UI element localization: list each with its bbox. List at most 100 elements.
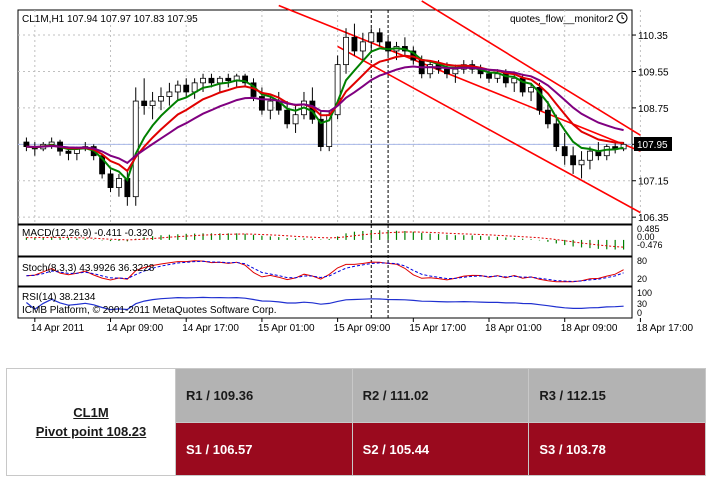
copyright: ICMB Platform, © 2001-2011 MetaQuotes So… bbox=[22, 305, 277, 316]
candle-body bbox=[158, 96, 164, 102]
y-tick-label: 107.15 bbox=[638, 177, 669, 188]
panes bbox=[17, 9, 633, 319]
pane-frame bbox=[17, 9, 633, 225]
pane-frame bbox=[17, 256, 633, 287]
candle-body bbox=[511, 77, 518, 84]
candle-body bbox=[216, 77, 223, 84]
candle-body bbox=[528, 87, 534, 93]
x-tick-label: 14 Apr 09:00 bbox=[107, 323, 164, 334]
rsi-line-path bbox=[26, 296, 624, 311]
session-separators bbox=[370, 10, 389, 318]
macd-tick: 0.00 bbox=[637, 232, 655, 242]
candle-body bbox=[116, 178, 122, 188]
ma-fast-line bbox=[26, 47, 624, 182]
candle-body bbox=[578, 159, 585, 166]
candle-body bbox=[359, 41, 366, 52]
macd-histogram bbox=[25, 230, 625, 250]
watermark: quotes_flow__monitor2 bbox=[510, 14, 614, 25]
stoch-tick: 80 bbox=[637, 256, 647, 266]
x-tick-label: 18 Apr 09:00 bbox=[561, 323, 618, 334]
rsi-label: RSI(14) 38.2134 bbox=[22, 292, 96, 303]
macd-tick: 0.485 bbox=[637, 224, 660, 234]
candle-body bbox=[317, 118, 324, 147]
support-3: S3 / 103.78 bbox=[528, 422, 706, 476]
resistance-1: R1 / 109.36 bbox=[175, 368, 353, 423]
clock-icon bbox=[616, 12, 628, 24]
candle-body bbox=[427, 64, 434, 75]
channel-lower-line bbox=[337, 45, 641, 214]
candle-body bbox=[166, 91, 173, 97]
y-tick-label: 110.35 bbox=[638, 31, 668, 42]
candle-body bbox=[385, 41, 392, 52]
pivot-symbol-cell: CL1M Pivot point 108.23 bbox=[6, 368, 176, 476]
grid bbox=[18, 10, 641, 224]
time-axis: 14 Apr 2011 14 Apr 09:00 14 Apr 17:00 15 Ap… bbox=[31, 318, 694, 334]
x-tick-label: 15 Apr 17:00 bbox=[409, 323, 466, 334]
rsi-tick: 30 bbox=[637, 299, 647, 309]
candle-body bbox=[536, 87, 543, 111]
y-tick-label: 106.35 bbox=[638, 213, 669, 224]
rsi-line bbox=[26, 296, 624, 311]
support-1: S1 / 106.57 bbox=[175, 422, 353, 476]
ma-slow-line bbox=[26, 65, 624, 165]
candle-body bbox=[587, 150, 593, 161]
stoch-tick: 20 bbox=[637, 274, 647, 284]
x-tick-label: 15 Apr 01:00 bbox=[258, 323, 315, 334]
candle-body bbox=[570, 155, 577, 166]
candle-body bbox=[174, 84, 181, 93]
pivot-symbol: CL1M bbox=[73, 405, 109, 420]
candle-body bbox=[65, 150, 72, 154]
rsi-tick: 0 bbox=[637, 308, 642, 318]
candle-body bbox=[242, 75, 249, 84]
ma-mid-line bbox=[26, 54, 624, 173]
trend-channel bbox=[278, 0, 641, 214]
current-price-label: 107.95 bbox=[637, 140, 668, 151]
pane-frame bbox=[17, 224, 633, 257]
candle-body bbox=[149, 100, 156, 107]
candle-body bbox=[183, 84, 190, 93]
channel-upper-line bbox=[278, 4, 641, 152]
resistance-2: R2 / 111.02 bbox=[351, 368, 530, 423]
rsi-tick: 100 bbox=[637, 288, 652, 298]
candle-body bbox=[620, 143, 627, 150]
candle-body bbox=[343, 36, 349, 66]
stoch-d-line bbox=[26, 260, 624, 282]
pivot-table: CL1M Pivot point 108.23 R1 / 109.36 R2 /… bbox=[6, 368, 706, 476]
candle-body bbox=[267, 100, 274, 111]
candle-body bbox=[486, 73, 492, 79]
macd-tick: -0.476 bbox=[637, 240, 663, 250]
candle-body bbox=[200, 77, 206, 84]
candle-body bbox=[284, 109, 291, 125]
candle-body bbox=[258, 96, 265, 111]
candle-body bbox=[452, 68, 459, 75]
candle-body bbox=[376, 32, 383, 43]
x-tick-label: 15 Apr 09:00 bbox=[334, 323, 391, 334]
x-tick-label: 18 Apr 01:00 bbox=[485, 323, 542, 334]
candle-body bbox=[444, 68, 450, 75]
x-tick-label: 14 Apr 17:00 bbox=[182, 323, 239, 334]
y-tick-label: 108.75 bbox=[638, 104, 669, 115]
candle-body bbox=[603, 146, 610, 157]
resistance-3: R3 / 112.15 bbox=[528, 368, 706, 423]
candle-body bbox=[544, 109, 551, 125]
stoch-label: Stoch(8,3,3) 43.9926 36.3228 bbox=[22, 263, 155, 274]
candle-body bbox=[334, 64, 341, 116]
x-tick-label: 18 Apr 17:00 bbox=[636, 323, 693, 334]
candle-body bbox=[553, 123, 560, 147]
candle-body bbox=[292, 114, 299, 125]
candle-body bbox=[107, 173, 114, 188]
symbol-header: CL1M,H1 107.94 107.97 107.83 107.95 bbox=[22, 14, 198, 25]
y-tick-label: 109.55 bbox=[638, 67, 669, 78]
pivot-point: Pivot point 108.23 bbox=[35, 424, 147, 439]
x-tick-label: 14 Apr 2011 bbox=[31, 323, 85, 334]
support-2: S2 / 105.44 bbox=[351, 422, 530, 476]
candle-body bbox=[351, 36, 358, 52]
moving-averages bbox=[26, 47, 624, 182]
candle-body bbox=[99, 155, 106, 175]
candle-body bbox=[561, 146, 568, 157]
candle-body bbox=[141, 100, 148, 107]
price-axis: 110.35 109.55 108.75 107.15 106.35 bbox=[632, 31, 669, 224]
price-chart: 110.35 109.55 108.75 107.15 106.35 14 Apr 20… bbox=[17, 0, 694, 334]
channel-top-line bbox=[421, 0, 641, 136]
candle-body bbox=[368, 32, 375, 43]
